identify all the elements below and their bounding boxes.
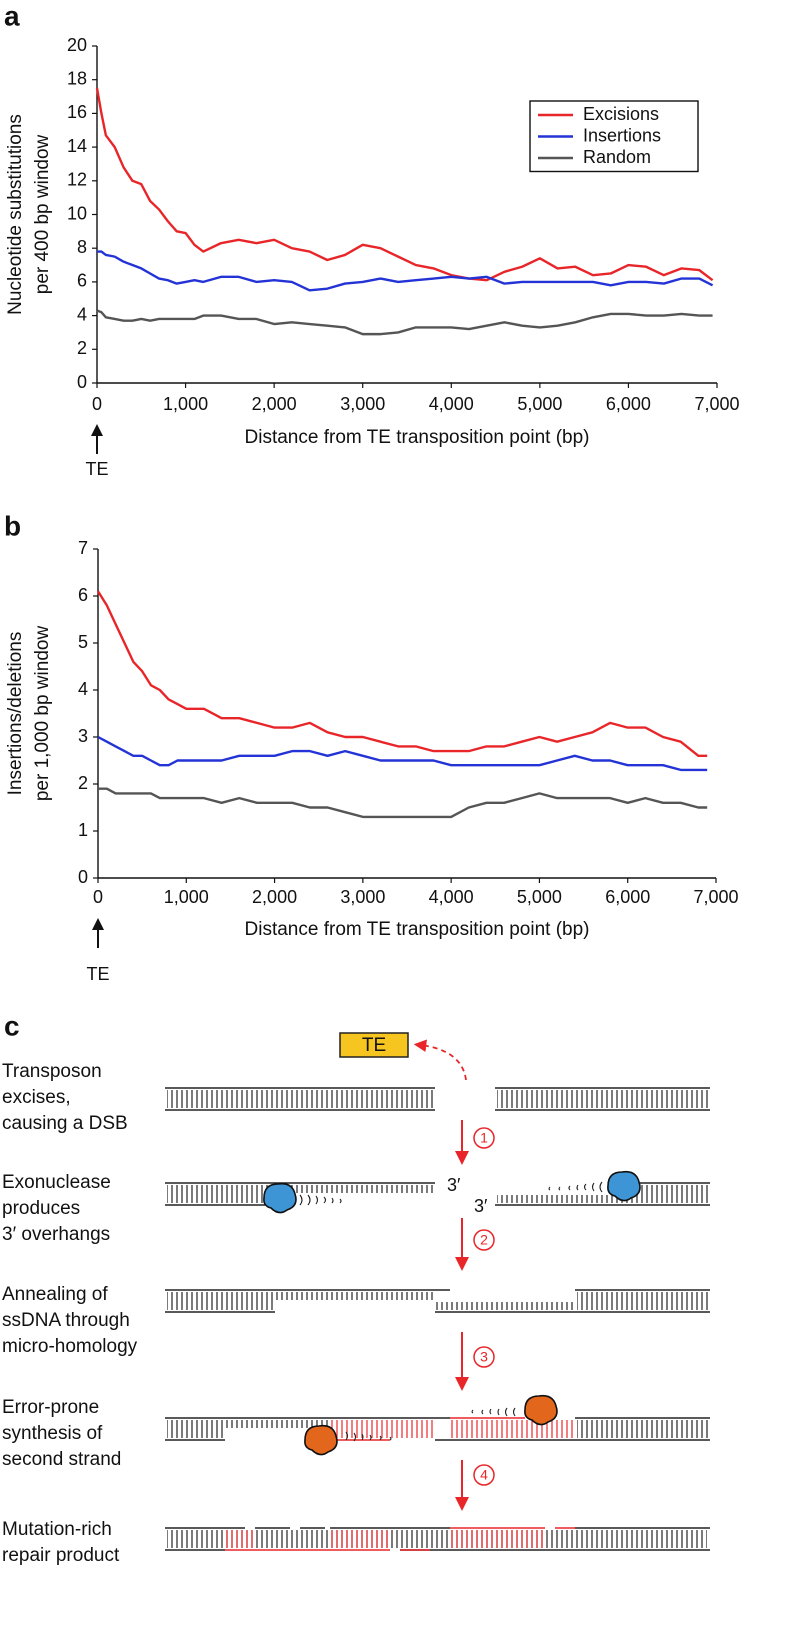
x-tick-label: 4,000 [429,394,474,414]
exonuclease [263,1182,297,1214]
y-tick-label: 2 [77,338,87,358]
step-label: Annealing of [2,1284,108,1305]
y-tick-label: 20 [67,35,87,55]
step-label: Transposon [2,1061,102,1082]
chart: b 0 1 2 3 4 5 6 7 0 1,000 2,000 3,000 4,000 5,000 6,000… [4,510,739,983]
dna-row: 3′ 3′ [165,1170,710,1216]
x-tick-label: 3,000 [340,887,385,907]
step-label: Error-prone [2,1397,99,1418]
step-number: 4 [480,1467,488,1483]
overhang-label: 3′ [474,1196,488,1216]
x-tick-label: 6,000 [605,887,650,907]
step-label: excises, [2,1087,71,1108]
step-circle [473,1229,495,1251]
y-tick-label: 5 [78,632,88,652]
y-tick-label: 18 [67,68,87,88]
y-tick-label: 16 [67,102,87,122]
step-circle [473,1464,495,1486]
line-series [96,309,713,336]
step-number: 1 [480,1130,488,1146]
panel-label: c [4,1010,20,1041]
step-label: Mutation-rich [2,1519,112,1540]
step-label: produces [2,1198,80,1219]
step-label: Exonuclease [2,1172,111,1193]
y-axis-label: per 1,000 bp window [32,626,53,802]
y-tick-label: 6 [78,585,88,605]
te-box [339,1032,409,1058]
step-label: causing a DSB [2,1113,128,1134]
y-tick-label: 4 [78,679,88,699]
y-tick-label: 7 [78,538,88,558]
x-tick-label: 7,000 [693,887,738,907]
step-number: 2 [480,1232,488,1248]
step-label: second strand [2,1449,121,1470]
polymerase [304,1424,338,1456]
y-tick-label: 6 [77,271,87,291]
x-tick-label: 4,000 [429,887,474,907]
step-label: ssDNA through [2,1310,130,1331]
legend-label: Random [583,147,651,167]
y-axis-label: per 400 bp window [32,134,53,294]
chart: a 0 2 4 6 8 10 12 14 16 18 20 0 1,000 2,000 3,000 4,000 5… [4,0,740,478]
x-tick-label: 5,000 [517,394,562,414]
y-tick-label: 12 [67,170,87,190]
exonuclease [607,1170,641,1202]
x-tick-label: 3,000 [340,394,385,414]
line-series [98,787,708,819]
y-tick-label: 0 [77,372,87,392]
line-series [96,590,708,757]
diagram: c TE Transposon excises, causing a DSB E… [2,1010,710,1566]
step-label: synthesis of [2,1423,103,1444]
y-tick-label: 14 [67,136,87,156]
y-tick-label: 8 [77,237,87,257]
line-series [95,87,714,282]
step-label: repair product [2,1545,120,1566]
y-axis-label: Insertions/deletions [5,632,26,796]
step-number: 3 [480,1349,488,1365]
x-tick-label: 0 [92,394,102,414]
x-axis-label: Distance from TE transposition point (bp… [245,919,590,940]
x-tick-label: 0 [93,887,103,907]
x-tick-label: 2,000 [252,887,297,907]
line-series [97,250,714,292]
legend-label: Insertions [583,125,661,145]
x-tick-label: 1,000 [163,394,208,414]
dna-row [165,1394,710,1456]
legend-label: Excisions [583,104,659,124]
step-arrows: 1 2 3 4 [455,1120,495,1511]
x-tick-label: 6,000 [606,394,651,414]
x-axis-label: Distance from TE transposition point (bp… [245,427,590,448]
y-tick-label: 3 [78,726,88,746]
step-circle [473,1346,495,1368]
polymerase [524,1394,558,1426]
x-tick-label: 2,000 [252,394,297,414]
step-circle [473,1127,495,1149]
step-label: 3′ overhangs [2,1224,110,1245]
y-tick-label: 2 [78,773,88,793]
dna-row [165,1289,710,1313]
x-tick-label: 5,000 [517,887,562,907]
panel-label: a [4,0,20,31]
x-tick-label: 1,000 [164,887,209,907]
panel-label: b [4,510,21,541]
y-tick-label: 10 [67,203,87,223]
excision-arrow [413,1039,467,1081]
te-box-label: TE [362,1035,386,1056]
annotation: TE [86,964,109,984]
dna-row [165,1527,710,1551]
line-series [97,735,708,772]
y-tick-label: 1 [78,820,88,840]
overhang-label: 3′ [447,1175,461,1195]
annotation: TE [85,459,108,479]
y-tick-label: 4 [77,304,87,324]
y-tick-label: 0 [78,867,88,887]
y-axis-label: Nucleotide substitutions [5,114,26,315]
step-label: micro-homology [2,1336,138,1357]
x-tick-label: 7,000 [694,394,739,414]
dna-row [165,1087,710,1111]
